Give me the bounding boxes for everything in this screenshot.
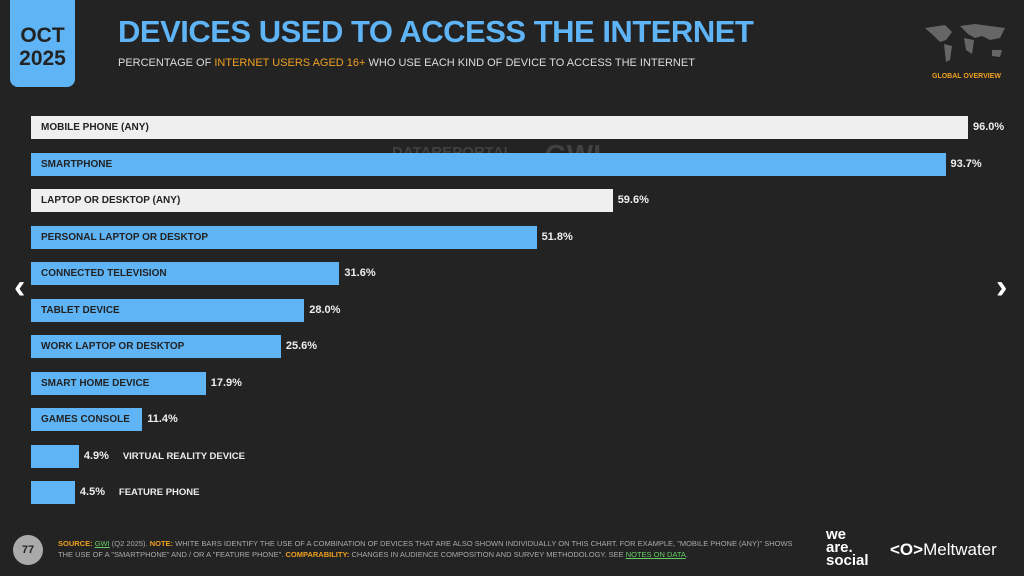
- data-label: 31.6%: [344, 267, 376, 279]
- source-link[interactable]: GWI: [94, 539, 110, 548]
- data-label: 4.5%: [79, 486, 105, 498]
- subtitle-highlight: INTERNET USERS AGED 16+: [214, 57, 366, 69]
- category-label: FEATURE PHONE: [118, 487, 200, 498]
- bar: [31, 444, 79, 468]
- note-label: NOTE:: [149, 539, 174, 548]
- category-label: GAMES CONSOLE: [41, 414, 130, 425]
- subtitle-pre: PERCENTAGE OF: [118, 57, 215, 69]
- meltwater-text: Meltwater: [923, 540, 997, 559]
- data-label: 25.6%: [285, 340, 318, 352]
- bar: PERSONAL LAPTOP OR DESKTOP: [31, 225, 537, 249]
- bar: GAMES CONSOLE: [31, 408, 143, 431]
- next-arrow-icon[interactable]: ›: [996, 268, 1008, 306]
- category-label: WORK LAPTOP OR DESKTOP: [41, 341, 185, 352]
- bar: SMARTPHONE: [31, 152, 946, 176]
- we-are-social-logo: we are. social: [826, 526, 869, 569]
- data-label: 51.8%: [541, 230, 573, 243]
- bar: TABLET DEVICE: [31, 298, 305, 322]
- category-label: TABLET DEVICE: [41, 304, 120, 316]
- bar: WORK LAPTOP OR DESKTOP: [31, 335, 281, 358]
- comparability-label: COMPARABILITY:: [285, 550, 350, 559]
- note-text: WHITE BARS IDENTIFY THE USE OF A COMBINA…: [58, 539, 793, 559]
- notes-on-data-link[interactable]: NOTES ON DATA: [625, 550, 686, 559]
- bar: MOBILE PHONE (ANY): [31, 116, 968, 139]
- category-label: VIRTUAL REALITY DEVICE: [122, 450, 245, 462]
- data-label: 17.9%: [210, 376, 242, 389]
- date-badge: OCT 2025: [10, 0, 75, 87]
- year: 2025: [19, 46, 66, 70]
- subtitle-post: WHO USE EACH KIND OF DEVICE TO ACCESS TH…: [365, 57, 695, 69]
- data-label: 11.4%: [147, 413, 178, 425]
- category-label: LAPTOP OR DESKTOP (ANY): [41, 195, 181, 206]
- data-label: 4.9%: [83, 449, 109, 462]
- footnote-end: .: [685, 550, 688, 559]
- source-detail: (Q2 2025).: [109, 539, 150, 548]
- page-title: DEVICES USED TO ACCESS THE INTERNET: [118, 14, 754, 49]
- month: OCT: [20, 23, 65, 47]
- global-overview-badge: GLOBAL OVERVIEW: [932, 73, 1001, 80]
- previous-arrow-icon[interactable]: ‹: [14, 268, 26, 306]
- data-label: 93.7%: [950, 157, 982, 170]
- bar: [31, 481, 75, 504]
- world-map-icon: [925, 24, 1005, 62]
- data-label: 59.6%: [617, 194, 649, 206]
- category-label: SMART HOME DEVICE: [41, 377, 150, 389]
- comparability-text: CHANGES IN AUDIENCE COMPOSITION AND SURV…: [349, 550, 626, 559]
- page-number: 77: [13, 535, 43, 565]
- bar: SMART HOME DEVICE: [31, 371, 206, 395]
- bar: CONNECTED TELEVISION: [31, 262, 340, 285]
- data-label: 96.0%: [972, 121, 1005, 133]
- footnote: SOURCE: GWI (Q2 2025). NOTE: WHITE BARS …: [58, 538, 808, 560]
- category-label: PERSONAL LAPTOP OR DESKTOP: [41, 231, 209, 243]
- source-label: SOURCE:: [58, 539, 93, 548]
- category-label: SMARTPHONE: [41, 158, 113, 170]
- data-label: 28.0%: [309, 303, 341, 316]
- bar: LAPTOP OR DESKTOP (ANY): [31, 189, 613, 212]
- meltwater-logo: <O>Meltwater: [890, 540, 997, 559]
- category-label: MOBILE PHONE (ANY): [41, 122, 149, 133]
- subtitle: PERCENTAGE OF INTERNET USERS AGED 16+ WH…: [118, 57, 695, 69]
- category-label: CONNECTED TELEVISION: [41, 268, 167, 279]
